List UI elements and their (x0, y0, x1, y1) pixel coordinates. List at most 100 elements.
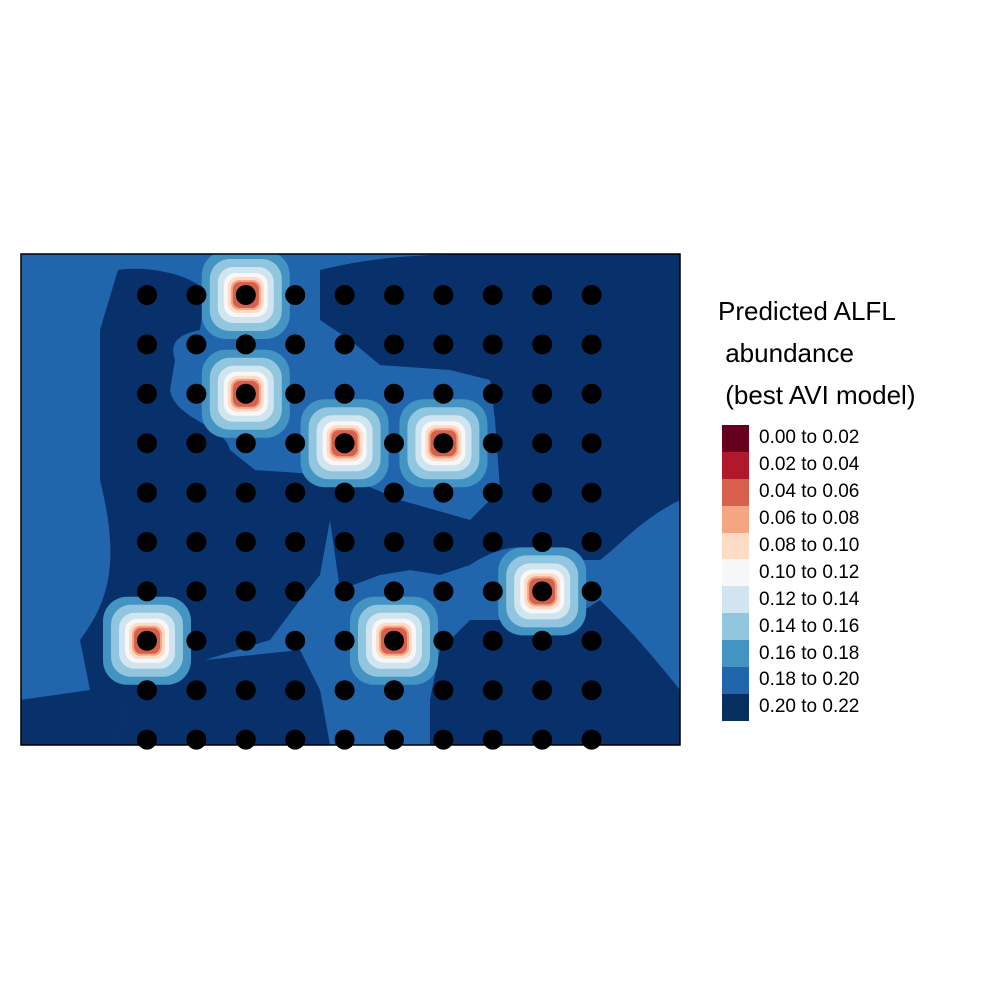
survey-point (334, 334, 355, 355)
survey-point (482, 285, 503, 305)
survey-point (186, 630, 207, 651)
survey-point (235, 630, 256, 651)
survey-point (482, 630, 503, 651)
survey-point (186, 680, 207, 701)
survey-point (482, 433, 503, 454)
survey-point (186, 285, 207, 305)
survey-point (235, 680, 256, 701)
survey-point (482, 383, 503, 404)
legend-label: 0.12 to 0.14 (759, 588, 860, 610)
survey-point (186, 383, 207, 404)
survey-point (433, 334, 454, 355)
survey-point (186, 581, 207, 602)
legend-label: 0.10 to 0.12 (759, 561, 860, 583)
survey-point (384, 285, 404, 305)
legend-label: 0.00 to 0.02 (759, 427, 860, 449)
survey-point (433, 383, 454, 404)
survey-point (532, 433, 553, 454)
survey-point (433, 729, 454, 750)
legend-swatch (722, 451, 749, 479)
legend-label: 0.16 to 0.18 (759, 642, 860, 664)
legend-title-line-2: abundance (718, 338, 854, 368)
legend-item: 0.00 to 0.02 (722, 425, 859, 452)
survey-point (384, 581, 404, 602)
survey-point (433, 433, 454, 454)
survey-point (235, 334, 256, 355)
survey-point (334, 680, 355, 701)
survey-point (433, 630, 454, 651)
survey-point (285, 680, 306, 701)
legend-title-line-3: (best AVI model) (718, 380, 916, 410)
survey-point (137, 630, 157, 651)
survey-point (581, 532, 602, 552)
survey-point (137, 581, 157, 602)
survey-point (334, 532, 355, 552)
survey-point (235, 532, 256, 552)
survey-point (384, 630, 404, 651)
survey-point (137, 532, 157, 552)
legend-item: 0.12 to 0.14 (722, 586, 860, 614)
legend-item: 0.02 to 0.04 (722, 451, 859, 479)
survey-point (433, 680, 454, 701)
legend-item: 0.08 to 0.10 (722, 532, 859, 560)
survey-point (186, 482, 207, 503)
survey-point (285, 532, 306, 552)
survey-point (334, 581, 355, 602)
survey-point (581, 334, 602, 355)
legend-item: 0.16 to 0.18 (722, 640, 860, 668)
legend-swatch (722, 559, 749, 587)
high-abundance-south (112, 650, 330, 745)
survey-point (285, 334, 306, 355)
survey-point (334, 383, 355, 404)
survey-point (334, 630, 355, 651)
survey-point (482, 482, 503, 503)
legend-swatch (722, 505, 749, 533)
survey-point (581, 630, 602, 651)
survey-point (285, 433, 306, 454)
high-abundance-west (21, 268, 330, 745)
legend-swatch (722, 667, 749, 694)
survey-point (482, 334, 503, 355)
survey-point (433, 482, 454, 503)
survey-point (186, 334, 207, 355)
survey-point (235, 482, 256, 503)
survey-point (532, 532, 553, 552)
survey-point (137, 334, 157, 355)
survey-point (384, 482, 404, 503)
survey-point (137, 285, 157, 305)
legend-item: 0.18 to 0.20 (722, 667, 859, 694)
survey-point (532, 729, 553, 750)
legend-swatch (722, 613, 749, 641)
survey-point (384, 532, 404, 552)
legend-swatch (722, 478, 749, 506)
legend-item: 0.06 to 0.08 (722, 505, 860, 533)
survey-point (581, 680, 602, 701)
survey-point (235, 729, 256, 750)
legend-label: 0.06 to 0.08 (759, 508, 860, 530)
legend-swatch (722, 640, 749, 668)
legend-title: Predicted ALFL abundance (best AVI model… (718, 290, 916, 416)
survey-point (581, 581, 602, 602)
survey-point (581, 285, 602, 305)
survey-point (482, 532, 503, 552)
survey-point (137, 680, 157, 701)
survey-point (384, 729, 404, 750)
survey-point (581, 729, 602, 750)
legend-title-line-1: Predicted ALFL (718, 296, 896, 326)
survey-point (482, 729, 503, 750)
survey-point (186, 532, 207, 552)
legend-swatch (722, 425, 749, 452)
survey-point (532, 334, 553, 355)
legend-label: 0.20 to 0.22 (759, 696, 860, 718)
survey-point (285, 630, 306, 651)
survey-point (482, 581, 503, 602)
legend-swatch (722, 586, 749, 614)
survey-point (137, 433, 157, 454)
survey-point (235, 581, 256, 602)
survey-point (285, 729, 306, 750)
survey-point (532, 630, 553, 651)
survey-point (433, 285, 454, 305)
survey-point (581, 482, 602, 503)
legend-swatch (722, 532, 749, 560)
